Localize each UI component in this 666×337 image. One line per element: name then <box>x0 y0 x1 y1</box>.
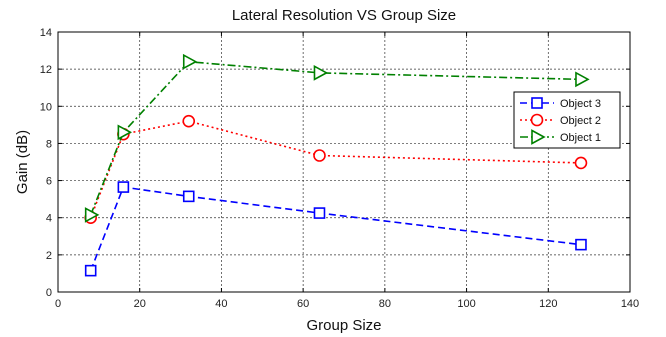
axes: 0 20 40 60 80 100 120 140 0 2 4 6 8 10 12 14 <box>40 27 639 310</box>
y-tick-label: 8 <box>46 138 52 150</box>
legend-label-object-2: Object 2 <box>560 115 601 127</box>
x-tick-label: 80 <box>379 298 391 310</box>
legend-marker-object-1 <box>531 129 546 145</box>
legend-marker-object-3 <box>531 97 543 109</box>
series-object-1 <box>84 53 590 223</box>
y-tick-label: 12 <box>40 64 52 76</box>
data-point-object-1 <box>575 71 590 88</box>
y-tick-label: 6 <box>46 176 52 188</box>
data-point-object-3 <box>182 190 195 203</box>
data-point-object-1 <box>313 65 329 81</box>
y-tick-label: 10 <box>40 101 52 113</box>
x-tick-label: 40 <box>215 298 227 310</box>
data-point-object-3 <box>575 238 587 251</box>
data-point-object-2 <box>574 156 588 170</box>
x-tick-label: 100 <box>457 298 475 310</box>
data-point-object-1 <box>84 207 100 223</box>
chart-title: Lateral Resolution VS Group Size <box>232 7 456 24</box>
x-tick-label: 140 <box>621 298 639 310</box>
legend-label-object-3: Object 3 <box>560 98 601 110</box>
data-point-object-2 <box>182 114 196 128</box>
y-tick-label: 14 <box>40 27 52 39</box>
data-point-object-2 <box>313 149 326 162</box>
data-point-object-3 <box>117 181 130 193</box>
y-tick-label: 2 <box>46 250 52 262</box>
x-axis-title: Group Size <box>306 317 381 334</box>
legend-marker-object-2 <box>530 113 544 127</box>
x-tick-label: 60 <box>297 298 309 310</box>
y-tick-label: 0 <box>46 287 52 299</box>
series-layer <box>84 53 590 277</box>
data-point-object-3 <box>84 264 97 277</box>
y-axis-title: Gain (dB) <box>14 130 31 194</box>
x-tick-label: 20 <box>134 298 146 310</box>
legend: Object 3 Object 2 Object 1 <box>513 91 621 149</box>
x-tick-label: 120 <box>539 298 557 310</box>
x-tick-label: 0 <box>55 298 61 310</box>
data-point-object-1 <box>182 53 198 70</box>
data-point-object-3 <box>313 207 326 219</box>
series-object-3 <box>84 181 587 277</box>
series-line-object-1 <box>89 60 581 216</box>
data-point-object-1 <box>117 124 133 141</box>
y-tick-label: 4 <box>46 213 52 225</box>
plot-frame <box>57 31 631 293</box>
legend-label-object-1: Object 1 <box>560 132 601 144</box>
